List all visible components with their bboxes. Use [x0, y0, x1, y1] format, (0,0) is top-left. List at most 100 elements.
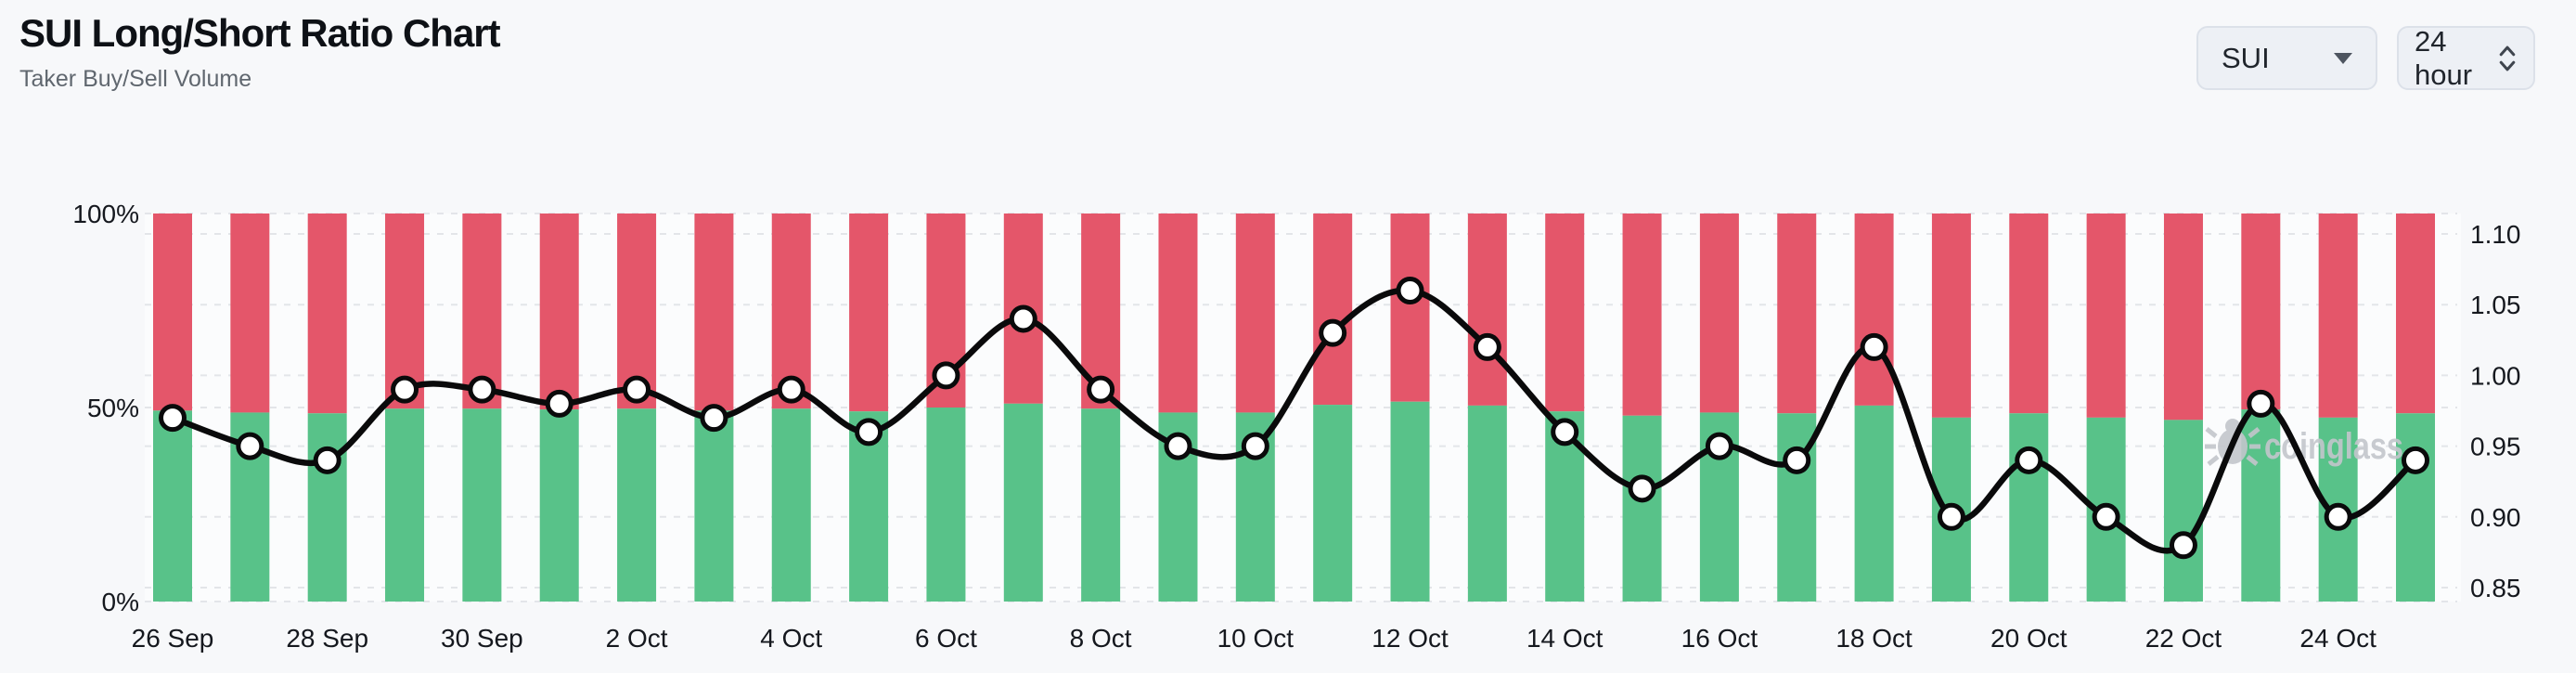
x-tick-label: 12 Oct [1372, 624, 1449, 653]
x-tick-label: 30 Sep [441, 624, 523, 653]
long-bar[interactable] [617, 408, 657, 602]
short-bar[interactable] [2009, 214, 2049, 414]
short-bar[interactable] [1854, 214, 1894, 406]
ratio-point[interactable] [2324, 502, 2352, 531]
ratio-point[interactable] [545, 389, 573, 418]
long-bar[interactable] [2241, 409, 2281, 602]
ratio-point[interactable] [1241, 432, 1269, 460]
dropdown-arrow-icon [2334, 52, 2352, 64]
ratio-point[interactable] [1087, 375, 1115, 404]
short-bar[interactable] [2086, 214, 2126, 418]
short-bar[interactable] [153, 214, 192, 411]
long-bar[interactable] [1081, 408, 1121, 602]
x-tick-label: 18 Oct [1835, 624, 1913, 653]
short-bar[interactable] [1313, 214, 1353, 406]
long-bar[interactable] [153, 410, 192, 602]
short-bar[interactable] [1235, 214, 1275, 413]
long-bar[interactable] [1467, 405, 1507, 602]
long-bar[interactable] [2163, 420, 2203, 602]
ratio-point[interactable] [777, 375, 805, 404]
right-axis-label: 1.00 [2470, 361, 2521, 390]
ratio-point[interactable] [1937, 502, 1965, 531]
long-bar[interactable] [539, 409, 579, 602]
x-tick-label: 16 Oct [1681, 624, 1758, 653]
interval-select[interactable]: 24 hour [2397, 25, 2535, 91]
x-tick-label: 10 Oct [1217, 624, 1294, 653]
ratio-point[interactable] [2247, 389, 2275, 418]
ratio-point[interactable] [2092, 502, 2120, 531]
x-tick-label: 22 Oct [2145, 624, 2222, 653]
ratio-point[interactable] [468, 375, 496, 404]
short-bar[interactable] [694, 214, 734, 411]
x-tick-label: 20 Oct [1990, 624, 2067, 653]
page-title: SUI Long/Short Ratio Chart [19, 11, 501, 55]
right-axis-label: 1.05 [2470, 291, 2521, 319]
ratio-point[interactable] [1473, 332, 1501, 361]
ratio-point[interactable] [2015, 446, 2043, 474]
ratio-point[interactable] [1396, 276, 1424, 304]
long-bar[interactable] [2396, 413, 2436, 602]
x-tick-label: 4 Oct [760, 624, 822, 653]
ratio-point[interactable] [700, 404, 728, 433]
long-bar[interactable] [1622, 415, 1662, 602]
short-bar[interactable] [2241, 214, 2281, 410]
symbol-select[interactable]: SUI [2196, 26, 2377, 90]
left-axis-label: 50% [87, 394, 139, 422]
ratio-point[interactable] [623, 375, 651, 404]
ratio-point[interactable] [313, 446, 341, 474]
short-bar[interactable] [1545, 214, 1585, 412]
updown-chevrons-icon [2499, 45, 2516, 71]
ratio-point[interactable] [1164, 432, 1192, 460]
long-bar[interactable] [1390, 401, 1430, 602]
long-bar[interactable] [694, 410, 734, 602]
short-bar[interactable] [1158, 214, 1198, 413]
x-tick-label: 28 Sep [286, 624, 368, 653]
short-bar[interactable] [1467, 214, 1507, 406]
short-bar[interactable] [1390, 214, 1430, 402]
x-tick-label: 8 Oct [1070, 624, 1132, 653]
short-bar[interactable] [1699, 214, 1739, 413]
ratio-point[interactable] [1551, 418, 1579, 447]
ratio-point[interactable] [159, 404, 187, 433]
short-bar[interactable] [849, 214, 889, 412]
short-bar[interactable] [230, 214, 270, 413]
short-bar[interactable] [1777, 214, 1817, 414]
short-bar[interactable] [307, 214, 347, 414]
gridlines [145, 213, 2457, 602]
ratio-point[interactable] [1705, 432, 1733, 460]
long-bar[interactable] [2009, 413, 2049, 602]
ratio-point[interactable] [932, 361, 960, 390]
short-bar[interactable] [1622, 214, 1662, 416]
ratio-point[interactable] [1783, 446, 1811, 474]
short-bar[interactable] [539, 214, 579, 410]
long-bar[interactable] [307, 413, 347, 602]
long-bar[interactable] [1854, 405, 1894, 602]
short-bar[interactable] [2396, 214, 2436, 414]
ratio-point[interactable] [855, 418, 883, 447]
ratio-point[interactable] [391, 375, 419, 404]
x-tick-label: 26 Sep [132, 624, 214, 653]
ratio-point[interactable] [1319, 318, 1347, 347]
ratio-point[interactable] [2169, 531, 2197, 560]
ratio-point[interactable] [2402, 446, 2430, 474]
long-bar[interactable] [462, 408, 502, 602]
short-bar[interactable] [2163, 214, 2203, 421]
short-bar[interactable] [1931, 214, 1971, 418]
ratio-point[interactable] [236, 432, 264, 460]
ratio-point[interactable] [1860, 332, 1888, 361]
right-axis-label: 0.95 [2470, 433, 2521, 461]
ratio-markers [159, 276, 2430, 560]
long-bar[interactable] [385, 408, 425, 602]
long-bar[interactable] [771, 408, 811, 602]
ratio-point[interactable] [1009, 304, 1037, 333]
x-tick-label: 24 Oct [2299, 624, 2376, 653]
left-axis-label: 100% [72, 200, 139, 228]
long-bar[interactable] [1313, 405, 1353, 602]
right-axis-label: 0.90 [2470, 503, 2521, 532]
long-bar[interactable] [1003, 403, 1043, 602]
ratio-point[interactable] [1628, 474, 1656, 503]
short-bar[interactable] [2318, 214, 2358, 418]
long-bar[interactable] [926, 408, 966, 602]
